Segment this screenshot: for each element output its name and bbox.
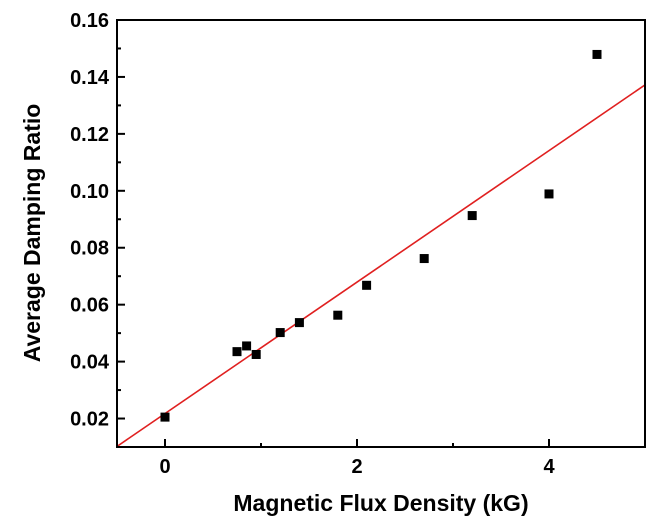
data-point: [592, 49, 602, 59]
fit-line: [117, 84, 645, 447]
tick-labels: 0 2 4 0.02 0.04 0.06 0.08 0.10 0.12 0.14 0.16: [70, 10, 555, 478]
y-tick-label: 0.16: [70, 10, 109, 32]
data-point: [242, 341, 252, 351]
plot-frame: [116, 19, 646, 448]
data-point: [467, 211, 477, 221]
data-points-layer: [160, 49, 602, 422]
data-point: [251, 349, 261, 359]
y-tick-label: 0.14: [70, 67, 110, 89]
y-tick-label: 0.04: [70, 352, 110, 374]
x-tick-label: 4: [543, 456, 555, 478]
y-tick-label: 0.02: [70, 409, 109, 431]
y-tick-label: 0.06: [70, 295, 109, 317]
y-tick-label: 0.10: [70, 181, 109, 203]
data-point: [160, 412, 170, 422]
fit-line-layer: [117, 84, 645, 447]
x-axis-title: Magnetic Flux Density (kG): [233, 490, 528, 516]
y-tick-label: 0.12: [70, 124, 109, 146]
data-point: [362, 280, 372, 290]
y-tick-label: 0.08: [70, 238, 109, 260]
y-axis-title: Average Damping Ratio: [19, 104, 45, 363]
data-point: [419, 254, 429, 264]
x-tick-label: 0: [159, 456, 170, 478]
x-tick-label: 2: [351, 456, 362, 478]
data-point: [275, 328, 285, 338]
data-point: [232, 347, 242, 357]
data-point: [544, 189, 554, 199]
axis-ticks: [117, 19, 550, 448]
data-point: [333, 310, 343, 320]
data-point: [294, 318, 304, 328]
